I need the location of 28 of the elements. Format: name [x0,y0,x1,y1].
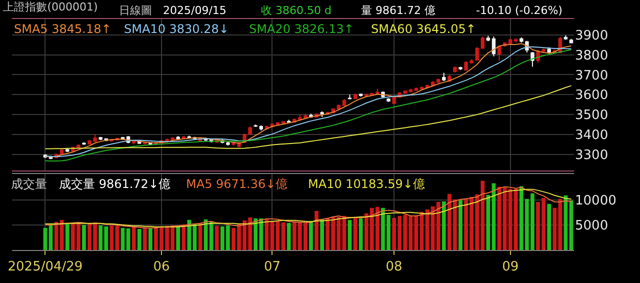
x-tick-label: 09 [502,260,519,275]
text: 收 3860.50 d [261,4,332,17]
series-label: MA10 10183.59↓億 [308,177,425,191]
y-tick-label: 3600 [575,88,608,104]
x-tick-label: 06 [153,260,170,275]
text: 量 9861.72 億 [361,4,436,17]
y-tick-label: 3400 [575,128,608,144]
text: SMA5 3845.18↑ [14,22,112,36]
chart-title: 上證指數(000001) [3,0,98,14]
x-tick-label: 2025/04/29 [8,260,83,275]
y-tick-label: 3300 [575,148,608,163]
y-tick-label: 5000 [575,218,608,234]
y-tick-label: 3500 [575,108,608,124]
text: 成交量 9861.72↓億 [59,177,170,191]
annotation: 成交量 [11,177,47,191]
y-tick-label: 3800 [575,48,608,64]
x-tick-label: 08 [386,260,402,275]
x-tick-label: 07 [264,260,281,275]
y-tick-label: 3900 [575,28,608,44]
y-tick-label: 10000 [575,193,616,208]
text: SMA60 3645.05↑ [371,22,476,36]
y-tick-label: 3700 [575,68,608,84]
text: MA5 9671.36↓億 [186,177,288,191]
text: SMA20 3826.13↑ [249,22,354,36]
text: 2025/09/15 [163,4,226,17]
text: -10.10 (-0.26%) [476,4,562,17]
text: SMA10 3830.28↓ [124,22,229,36]
text: 日線圖 [119,4,152,17]
